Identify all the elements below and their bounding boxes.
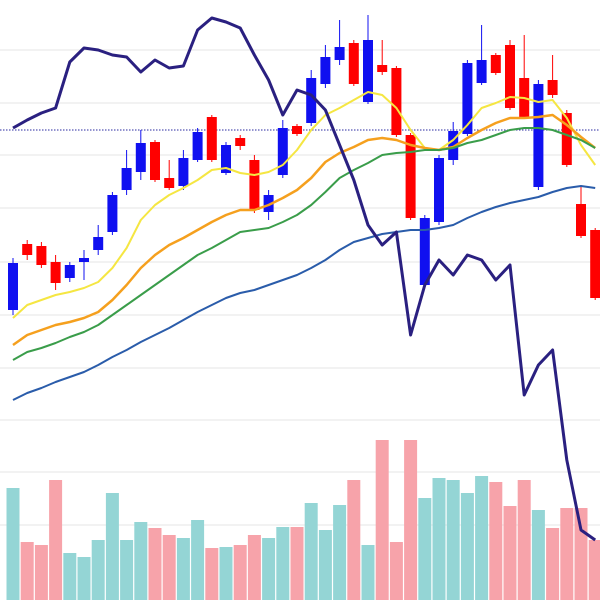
volume-bar: [432, 478, 446, 600]
volume-bar: [91, 540, 105, 600]
candle-body: [150, 142, 160, 180]
volume-bar: [134, 522, 148, 600]
volume-bar: [176, 538, 190, 600]
volume-bar: [489, 482, 503, 600]
candle-body: [547, 80, 558, 95]
volume-bar: [233, 545, 247, 600]
candle-body: [590, 230, 600, 298]
volume-bar: [49, 480, 63, 600]
candle-body: [462, 63, 473, 134]
line-series: [12, 16, 597, 542]
volume-bar: [262, 538, 276, 600]
candle-body: [121, 168, 132, 190]
line-series: [12, 113, 596, 347]
candle-body: [79, 258, 89, 262]
candle-body: [363, 40, 373, 102]
volume-bar: [531, 510, 545, 600]
candle-body: [448, 131, 459, 160]
volume-bar: [34, 545, 48, 600]
volume-bar: [105, 493, 119, 600]
candle-body: [576, 204, 586, 236]
candle-body: [107, 195, 118, 232]
candle-body: [377, 65, 388, 72]
volume-bar: [148, 528, 162, 600]
candle-body: [405, 135, 416, 218]
candle-body: [221, 145, 231, 173]
volume-bar: [560, 508, 574, 600]
volume-bar: [475, 476, 489, 600]
volume-bar: [418, 498, 432, 600]
volume-bar: [205, 548, 219, 600]
candle-body: [334, 47, 345, 60]
candle-body: [490, 55, 501, 73]
volume-bar: [20, 542, 34, 600]
candle-body: [135, 143, 146, 172]
candle-body: [64, 265, 75, 278]
volume-bar: [120, 540, 134, 600]
volume-bar: [63, 553, 77, 600]
candle-body: [434, 158, 444, 222]
volume-bar: [460, 493, 474, 600]
candle-body: [533, 84, 544, 187]
volume-bar: [375, 440, 389, 600]
candle-body: [320, 57, 331, 84]
candle-body: [22, 244, 33, 255]
candle-body: [178, 158, 189, 186]
candle-body: [391, 68, 402, 135]
volume-bar: [318, 530, 332, 600]
line-series: [12, 127, 596, 361]
candle-body: [505, 45, 515, 108]
volume-bar: [404, 440, 418, 600]
candle-body: [348, 43, 359, 84]
candle-body: [277, 128, 288, 175]
candle-body: [50, 262, 61, 283]
candle-body: [476, 60, 487, 83]
candle-body: [561, 113, 572, 165]
candle-body: [8, 263, 18, 310]
line-series: [12, 185, 596, 401]
volume-bar: [503, 506, 517, 600]
candle-body: [93, 237, 104, 250]
candle-body: [164, 178, 175, 188]
candle-body: [263, 195, 274, 212]
volume-bar: [347, 480, 361, 600]
volume-bar: [219, 547, 233, 600]
candle-body: [36, 246, 47, 265]
volume-bar: [290, 527, 304, 600]
candle-body: [192, 132, 203, 160]
volume-bar: [304, 503, 318, 600]
volume-bar: [446, 480, 460, 600]
volume-bar: [247, 535, 261, 600]
line-series: [12, 91, 597, 319]
candle-body: [206, 117, 217, 160]
candle-body: [419, 218, 430, 285]
volume-bar: [77, 557, 91, 600]
volume-bar: [546, 528, 560, 600]
volume-bar: [361, 545, 375, 600]
volume-bar: [162, 535, 176, 600]
volume-bar: [333, 505, 347, 600]
volume-bar: [6, 488, 20, 600]
volume-bar: [517, 480, 531, 600]
candle-body: [306, 78, 317, 123]
candle-body: [235, 138, 246, 146]
volume-bar: [574, 508, 588, 600]
volume-bar: [191, 520, 205, 600]
volume-bar: [389, 542, 403, 600]
volume-bar: [588, 540, 600, 600]
volume-bar: [276, 527, 290, 600]
candle-body: [249, 160, 260, 210]
candle-body: [292, 126, 302, 134]
